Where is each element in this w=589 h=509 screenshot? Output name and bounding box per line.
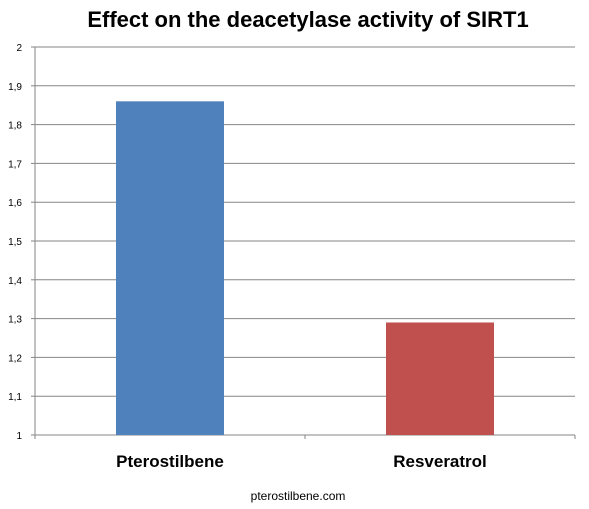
- y-tick-label: 1,6: [8, 198, 22, 209]
- y-tick-label: 1,7: [8, 159, 22, 170]
- y-tick-label: 1: [16, 431, 22, 442]
- x-category-label: Resveratrol: [393, 452, 487, 471]
- bars: [116, 101, 494, 435]
- y-tick-labels: 1 1,1 1,2 1,3 1,4 1,5 1,6 1,7 1,8 1,9 2: [8, 43, 22, 442]
- y-tick-label: 1,5: [8, 237, 22, 248]
- y-tick-label: 2: [16, 43, 22, 54]
- y-tick-label: 1,3: [8, 315, 22, 326]
- y-tick-label: 1,1: [8, 392, 22, 403]
- x-category-label: Pterostilbene: [116, 452, 224, 471]
- chart-title: Effect on the deacetylase activity of SI…: [87, 7, 528, 32]
- y-tick-label: 1,4: [8, 276, 22, 287]
- bar-pterostilbene: [116, 101, 224, 435]
- bar-resveratrol: [386, 322, 494, 435]
- y-tick-label: 1,2: [8, 353, 22, 364]
- y-tick-label: 1,9: [8, 82, 22, 93]
- source-footer: pterostilbene.com: [251, 489, 346, 503]
- x-category-labels: Pterostilbene Resveratrol: [116, 452, 487, 471]
- y-tick-label: 1,8: [8, 121, 22, 132]
